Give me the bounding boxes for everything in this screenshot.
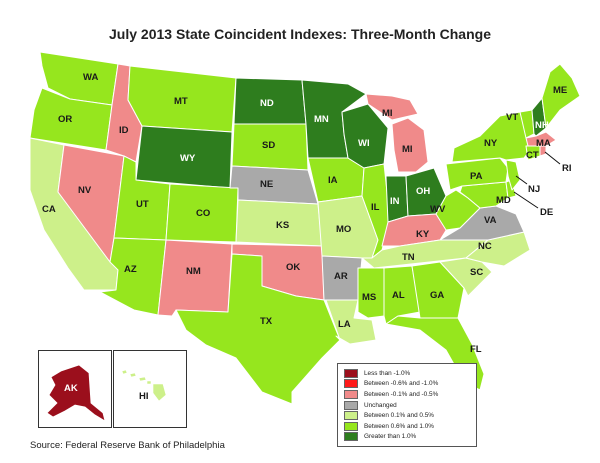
legend-label: Between -0.1% and -0.5%: [364, 390, 439, 398]
legend-swatch: [344, 432, 358, 442]
label-NM: NM: [186, 266, 201, 277]
state-NE[interactable]: [229, 165, 319, 205]
legend-swatch: [344, 389, 358, 399]
label-UT: UT: [136, 199, 149, 210]
label-NJ: NJ: [528, 184, 540, 195]
label-CT: CT: [526, 150, 539, 161]
label-OH: OH: [416, 186, 430, 197]
label-NV: NV: [78, 185, 92, 196]
label-SC: SC: [470, 267, 483, 278]
label-NC: NC: [478, 241, 492, 252]
label-AZ: AZ: [124, 264, 137, 275]
alaska-inset: AK: [38, 350, 112, 428]
label-CA: CA: [42, 204, 56, 215]
label-IN: IN: [390, 196, 400, 207]
legend-label: Between -0.6% and -1.0%: [364, 380, 439, 388]
label-MS: MS: [362, 292, 376, 303]
leader-NJ: [515, 175, 528, 185]
label-GA: GA: [430, 290, 444, 301]
legend-swatch: [344, 379, 358, 389]
legend-item: Greater than 1.0%: [344, 432, 476, 443]
label-KS: KS: [276, 220, 289, 231]
label-NH: NH: [535, 120, 549, 131]
source-note: Source: Federal Reserve Bank of Philadel…: [30, 440, 225, 451]
state-TX[interactable]: [175, 253, 341, 405]
legend-item: Unchanged: [344, 400, 476, 411]
state-GA[interactable]: [411, 261, 465, 319]
state-RI[interactable]: [539, 145, 547, 157]
label-MN: MN: [314, 114, 329, 125]
label-KY: KY: [416, 229, 430, 240]
label-WV: WV: [430, 204, 446, 215]
legend-label: Between 0.1% and 0.5%: [364, 412, 434, 420]
label-RI: RI: [562, 163, 572, 174]
label-LA: LA: [338, 319, 351, 330]
state-HI[interactable]: [121, 369, 167, 402]
legend-item: Between 0.1% and 0.5%: [344, 410, 476, 421]
label-HI: HI: [139, 391, 149, 402]
legend-label: Less than -1.0%: [364, 369, 411, 377]
label-MO: MO: [336, 224, 351, 235]
legend-swatch: [344, 400, 358, 410]
label-MT: MT: [174, 96, 188, 107]
label-TX: TX: [260, 316, 273, 327]
state-AK[interactable]: [46, 364, 106, 422]
label-MI: MI: [402, 144, 413, 155]
label-ID: ID: [119, 125, 129, 136]
legend-swatch: [344, 368, 358, 378]
label-NE: NE: [260, 179, 273, 190]
label-PA: PA: [470, 171, 483, 182]
label-AR: AR: [334, 271, 348, 282]
state-ME[interactable]: [541, 63, 581, 129]
label-WY: WY: [180, 153, 196, 164]
hawaii-inset: HI: [113, 350, 187, 428]
label-AL: AL: [392, 290, 405, 301]
label-WI: WI: [358, 138, 370, 149]
legend-label: Greater than 1.0%: [364, 433, 417, 441]
label-SD: SD: [262, 140, 275, 151]
legend-label: Unchanged: [364, 401, 397, 409]
legend-label: Between 0.6% and 1.0%: [364, 422, 434, 430]
label-IL: IL: [371, 202, 380, 213]
label-VA: VA: [484, 215, 497, 226]
label-OR: OR: [58, 114, 72, 125]
label-AK: AK: [64, 383, 78, 394]
state-NM[interactable]: [157, 239, 233, 317]
label-ME: ME: [553, 85, 567, 96]
state-MI-UP[interactable]: [365, 93, 419, 121]
legend-item: Between 0.6% and 1.0%: [344, 421, 476, 432]
label-NY: NY: [484, 138, 498, 149]
label-MI-UP: MI: [382, 108, 393, 119]
legend-item: Between -0.6% and -1.0%: [344, 379, 476, 390]
label-MA: MA: [536, 138, 551, 149]
label-ND: ND: [260, 98, 274, 109]
label-TN: TN: [402, 252, 415, 263]
legend-swatch: [344, 421, 358, 431]
label-MD: MD: [496, 195, 511, 206]
state-LA[interactable]: [325, 299, 377, 345]
map-title: July 2013 State Coincident Indexes: Thre…: [109, 26, 491, 42]
leader-DE: [513, 191, 539, 209]
legend-item: Between -0.1% and -0.5%: [344, 389, 476, 400]
label-OK: OK: [286, 262, 300, 273]
legend-item: Less than -1.0%: [344, 368, 476, 379]
leader-RI: [544, 151, 561, 165]
label-IA: IA: [328, 175, 338, 186]
state-NH[interactable]: [531, 97, 547, 137]
label-FL: FL: [470, 344, 482, 355]
label-DE: DE: [540, 207, 553, 218]
state-NY[interactable]: [451, 111, 531, 163]
state-MI[interactable]: [391, 117, 429, 173]
label-WA: WA: [83, 72, 98, 83]
legend: Less than -1.0% Between -0.6% and -1.0% Be…: [337, 363, 477, 447]
label-CO: CO: [196, 208, 210, 219]
state-MS[interactable]: [357, 267, 385, 319]
legend-swatch: [344, 411, 358, 421]
label-VT: VT: [506, 112, 518, 123]
state-NJ[interactable]: [505, 159, 521, 191]
